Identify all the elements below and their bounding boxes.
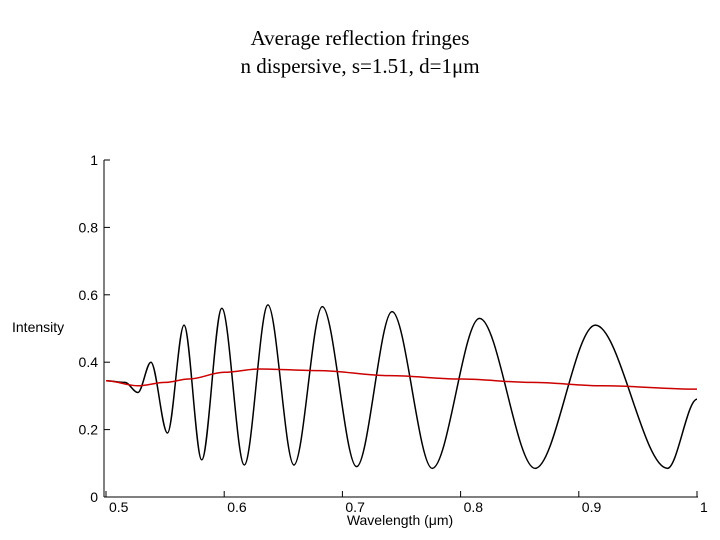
- x-axis-label: Wavelength (μm): [347, 512, 453, 528]
- x-tick-label: 0.8: [464, 499, 484, 515]
- y-tick-label: 1: [90, 152, 98, 168]
- line-series: [105, 368, 698, 390]
- chart-subtitle: n dispersive, s=1.51, d=1μm: [240, 54, 479, 78]
- x-tick-label: 0.9: [582, 499, 602, 515]
- x-tick-label: 0.5: [109, 499, 129, 515]
- line-series: [105, 304, 698, 470]
- y-tick-label: 0.2: [79, 422, 99, 438]
- x-tick-label: 0.7: [345, 499, 365, 515]
- y-tick-label: 0.4: [79, 354, 99, 370]
- y-tick-label: 0.8: [79, 219, 99, 235]
- y-axis-label: Intensity: [12, 319, 64, 335]
- x-tick-label: 0.6: [227, 499, 247, 515]
- chart-title: Average reflection fringes: [251, 26, 470, 50]
- x-tick-label: 1: [700, 499, 708, 515]
- y-tick-label: 0: [90, 489, 98, 505]
- y-tick-label: 0.6: [79, 287, 99, 303]
